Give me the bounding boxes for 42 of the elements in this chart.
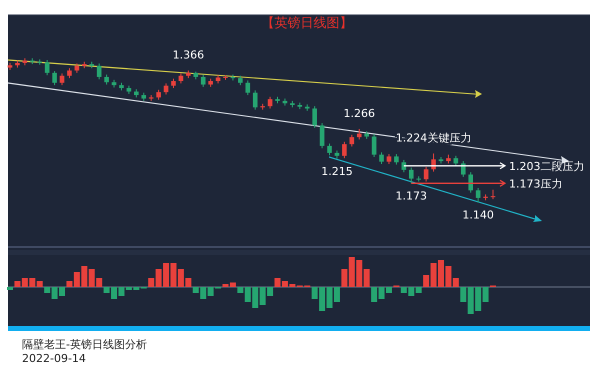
candlestick xyxy=(52,70,57,86)
candlestick xyxy=(44,59,50,76)
candlestick xyxy=(171,78,176,89)
annotation: 1.266 xyxy=(343,106,375,120)
candlestick xyxy=(408,167,414,184)
annotation: 1.215 xyxy=(321,164,353,178)
text: 2022-09-14 xyxy=(22,352,86,365)
candlestick xyxy=(156,89,161,100)
candlestick xyxy=(312,106,317,128)
annotation: 1.173 xyxy=(396,189,428,202)
candlestick xyxy=(490,189,496,200)
candlestick xyxy=(268,96,272,109)
candlestick xyxy=(96,63,102,80)
candlestick xyxy=(327,143,332,156)
candlestick xyxy=(476,187,480,204)
candlestick xyxy=(164,82,168,95)
candlestick xyxy=(200,74,206,88)
candlestick xyxy=(320,122,324,149)
annotation: 1.366 xyxy=(172,48,204,62)
candlestick xyxy=(252,90,258,110)
candlestick xyxy=(468,172,474,194)
chart-title: 【英镑日线图】 xyxy=(262,16,352,31)
candlestick xyxy=(67,68,72,79)
candlestick xyxy=(356,128,362,140)
candlestick xyxy=(394,154,399,166)
candlestick xyxy=(178,72,184,84)
bar xyxy=(7,287,13,290)
annotation: 1.140 xyxy=(462,208,494,222)
candlestick xyxy=(104,74,109,86)
candlestick xyxy=(238,75,243,86)
candlestick xyxy=(60,72,64,86)
candlestick xyxy=(379,152,384,165)
candlestick xyxy=(386,154,392,165)
ref-line-label: 1.173压力 xyxy=(509,177,562,190)
candlestick xyxy=(342,141,347,159)
candlestick xyxy=(372,134,376,158)
candlestick xyxy=(74,63,80,74)
candlestick xyxy=(245,80,250,96)
ref-line-label: 1.203二段压力 xyxy=(509,160,584,173)
candlestick xyxy=(454,155,458,166)
candlestick xyxy=(350,134,354,147)
text: 隔壁老王-英镑日线图分析 xyxy=(22,338,147,351)
